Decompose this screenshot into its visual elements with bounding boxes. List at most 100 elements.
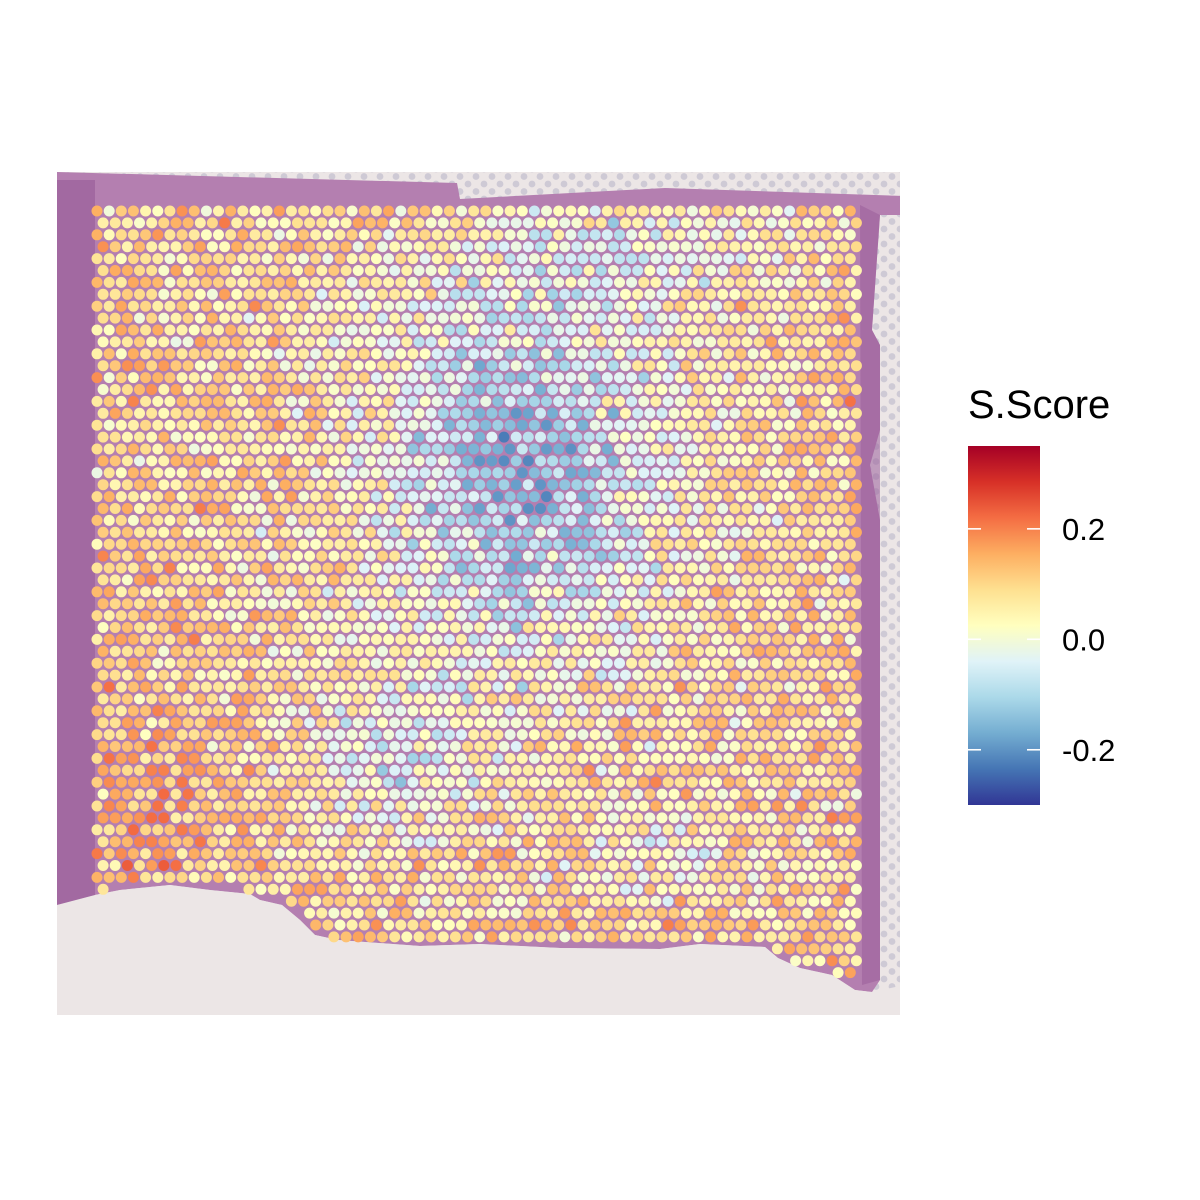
spot bbox=[443, 419, 455, 431]
spot bbox=[632, 693, 644, 705]
spot bbox=[595, 883, 607, 895]
spot bbox=[656, 812, 668, 824]
spot bbox=[358, 395, 370, 407]
spot bbox=[547, 288, 559, 300]
spot bbox=[261, 562, 273, 574]
spot bbox=[656, 265, 668, 276]
spot bbox=[127, 800, 139, 812]
spot bbox=[559, 288, 571, 300]
spot bbox=[504, 538, 516, 550]
spot bbox=[273, 253, 285, 265]
spot bbox=[279, 645, 291, 657]
spot bbox=[109, 741, 121, 752]
spot bbox=[711, 253, 723, 265]
spot bbox=[364, 217, 376, 229]
spot bbox=[522, 217, 534, 229]
spot bbox=[164, 229, 176, 241]
spot bbox=[474, 241, 486, 253]
spot bbox=[249, 610, 261, 622]
spot bbox=[674, 752, 686, 764]
spot bbox=[808, 657, 820, 669]
spot bbox=[91, 848, 103, 860]
spot bbox=[267, 788, 279, 800]
spot bbox=[516, 467, 528, 479]
spot bbox=[456, 538, 467, 550]
spot bbox=[237, 372, 249, 384]
spot bbox=[213, 657, 224, 669]
spot bbox=[814, 336, 826, 348]
spot bbox=[492, 895, 504, 907]
spot bbox=[528, 752, 540, 764]
spot bbox=[778, 717, 789, 729]
spot bbox=[292, 836, 303, 848]
spot bbox=[261, 657, 273, 669]
spot bbox=[170, 645, 182, 657]
spot bbox=[127, 300, 139, 312]
spot bbox=[717, 336, 729, 348]
spot bbox=[474, 288, 486, 300]
spot bbox=[601, 324, 613, 336]
spot bbox=[292, 288, 303, 300]
spot bbox=[699, 395, 710, 407]
spot bbox=[91, 752, 103, 764]
spot bbox=[595, 431, 607, 443]
spot bbox=[850, 598, 862, 610]
spot bbox=[316, 288, 328, 300]
spot bbox=[225, 467, 237, 479]
spot bbox=[322, 800, 334, 812]
spot bbox=[644, 550, 656, 562]
spot bbox=[170, 384, 182, 395]
spot bbox=[662, 800, 674, 812]
spot bbox=[213, 348, 224, 360]
spot bbox=[310, 229, 322, 241]
spot bbox=[583, 550, 595, 562]
spot bbox=[771, 633, 783, 645]
spot bbox=[705, 526, 717, 538]
spot bbox=[553, 871, 565, 883]
spot bbox=[796, 467, 808, 479]
spot bbox=[680, 288, 692, 300]
spot bbox=[699, 205, 710, 217]
spot bbox=[194, 265, 206, 276]
spot bbox=[814, 431, 826, 443]
spot bbox=[559, 860, 571, 871]
spot bbox=[206, 598, 218, 610]
spot bbox=[626, 800, 638, 812]
spot bbox=[249, 205, 261, 217]
spot bbox=[541, 919, 552, 931]
spot bbox=[680, 836, 692, 848]
spot bbox=[686, 348, 698, 360]
spot bbox=[267, 241, 279, 253]
spot bbox=[553, 443, 565, 455]
spot bbox=[577, 372, 589, 384]
spot bbox=[115, 800, 127, 812]
spot bbox=[213, 372, 224, 384]
spot bbox=[352, 598, 364, 610]
spot bbox=[692, 503, 704, 514]
spot bbox=[304, 360, 316, 372]
spot bbox=[705, 622, 717, 633]
spot bbox=[486, 883, 498, 895]
spot bbox=[832, 729, 844, 741]
spot bbox=[328, 717, 340, 729]
spot bbox=[717, 693, 729, 705]
spot bbox=[383, 467, 395, 479]
spot bbox=[121, 860, 133, 871]
spot bbox=[565, 562, 577, 574]
spot bbox=[735, 372, 747, 384]
spot bbox=[146, 288, 158, 300]
spot bbox=[699, 300, 710, 312]
spot bbox=[662, 372, 674, 384]
spot bbox=[358, 514, 370, 526]
spot bbox=[626, 729, 638, 741]
spot bbox=[462, 384, 474, 395]
spot bbox=[589, 348, 601, 360]
spot bbox=[747, 348, 759, 360]
spot bbox=[279, 384, 291, 395]
spot bbox=[413, 860, 425, 871]
spot bbox=[370, 253, 382, 265]
spot bbox=[358, 681, 370, 693]
spot bbox=[413, 550, 425, 562]
spot bbox=[662, 229, 674, 241]
spot bbox=[243, 384, 255, 395]
